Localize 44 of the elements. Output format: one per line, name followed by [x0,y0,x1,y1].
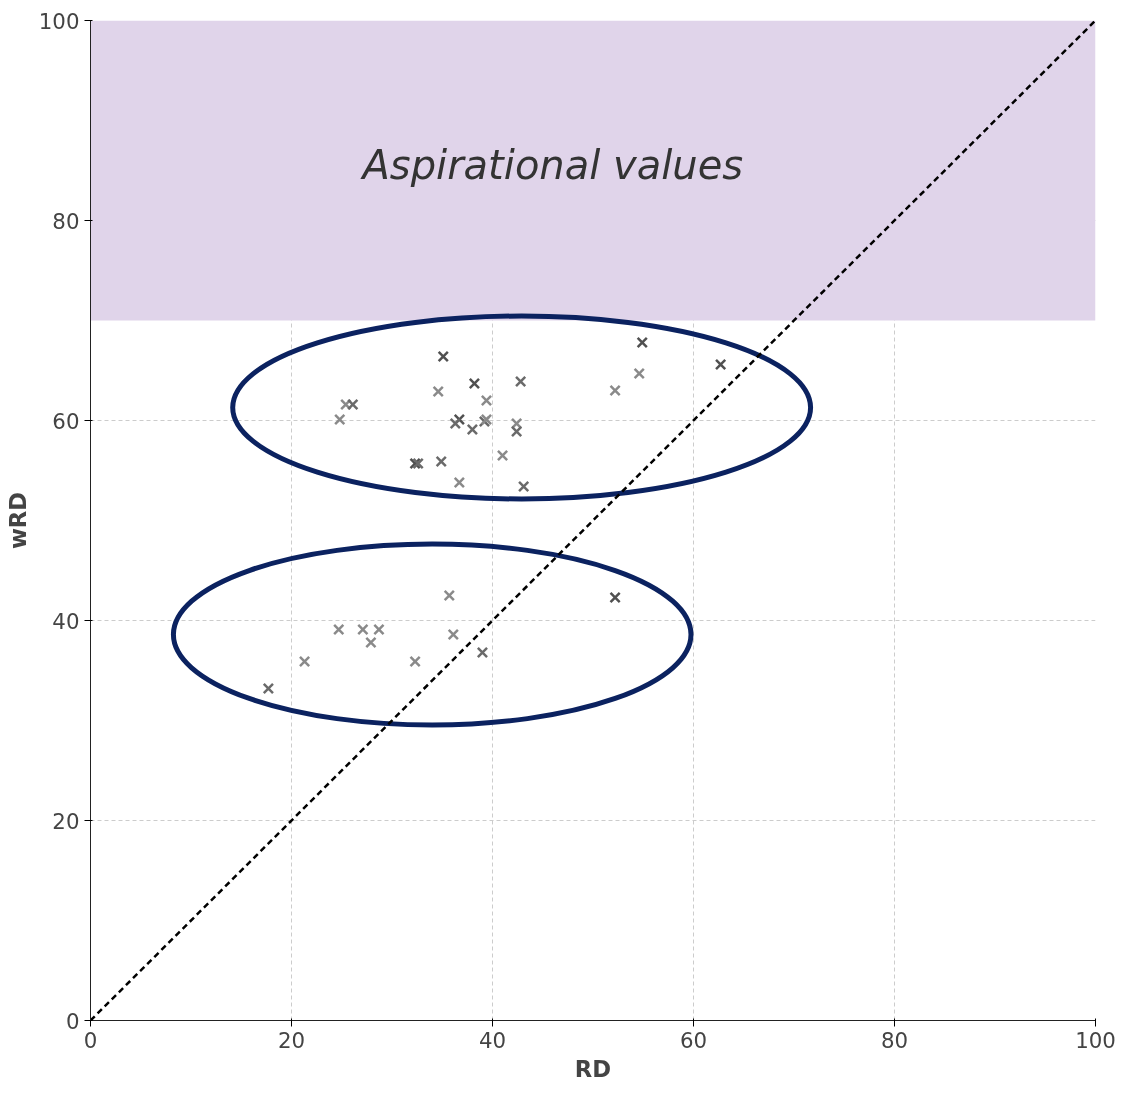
x-tick-label: 40 [478,1027,507,1053]
point [333,413,346,426]
point [609,384,621,397]
x-tick-label: 20 [277,1027,306,1053]
point [262,682,275,695]
point [480,394,493,407]
y-tick-label: 100 [38,8,80,34]
y-axis-title: wRD [4,491,31,550]
x-tick-label: 60 [679,1027,708,1053]
point [636,336,649,349]
point [468,377,481,390]
band-label: Aspirational values [359,141,744,188]
point [633,367,646,380]
point [517,480,530,493]
point [514,375,527,388]
y-tick-label: 0 [65,1008,80,1034]
point [373,623,385,636]
y-tick-label: 20 [52,808,80,834]
point [453,476,466,489]
y-tick-label: 80 [52,208,80,234]
point [435,455,448,468]
point [346,398,359,411]
point [510,425,523,438]
point [609,591,621,604]
point [409,655,421,668]
x-axis-title: RD [574,1055,612,1082]
y-tick-label: 40 [52,608,80,634]
point [476,646,489,659]
point [466,423,479,436]
point [449,417,462,430]
point [365,636,377,649]
point [298,655,311,668]
x-tick-label: 80 [880,1027,909,1053]
point [437,350,450,363]
point [332,623,345,636]
point [714,358,727,371]
point [447,628,460,641]
y-tick-label: 60 [52,408,80,434]
x-tick-label: 100 [1075,1027,1116,1053]
point [357,623,369,636]
point [432,385,445,398]
x-tick-label: 0 [83,1027,98,1053]
point [496,449,509,462]
point [443,589,456,602]
